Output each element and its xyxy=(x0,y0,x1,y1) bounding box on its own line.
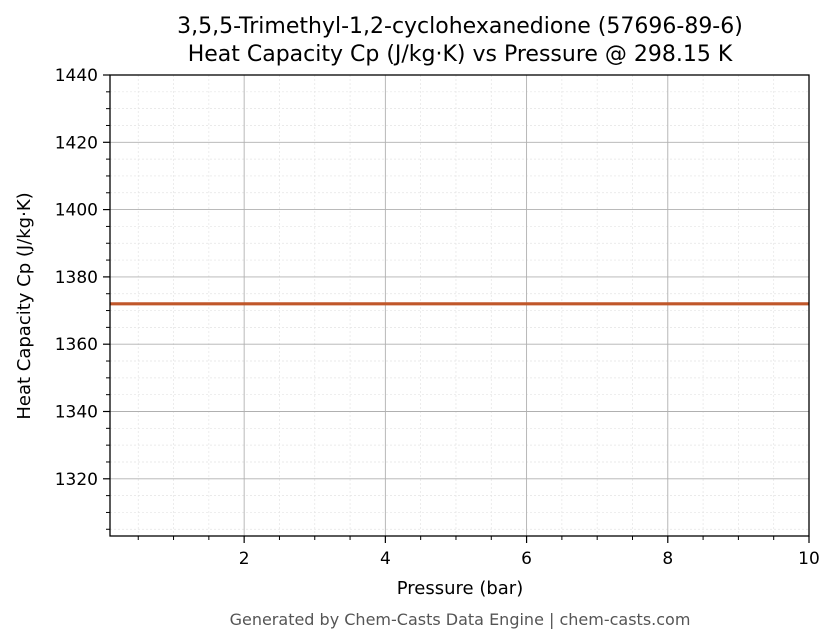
x-tick-label: 8 xyxy=(662,549,673,569)
y-tick-label: 1440 xyxy=(55,66,98,86)
y-axis-label: Heat Capacity Cp (J/kg·K) xyxy=(14,192,35,419)
y-tick-label: 1400 xyxy=(55,201,98,221)
y-tick-label: 1340 xyxy=(55,402,98,422)
chart-title: 3,5,5-Trimethyl-1,2-cyclohexanedione (57… xyxy=(177,14,743,39)
chart-subtitle: Heat Capacity Cp (J/kg·K) vs Pressure @ … xyxy=(188,42,733,67)
x-tick-label: 10 xyxy=(798,549,820,569)
x-axis-label: Pressure (bar) xyxy=(397,578,523,599)
x-tick-label: 6 xyxy=(521,549,532,569)
y-tick-label: 1320 xyxy=(55,470,98,490)
x-tick-label: 2 xyxy=(239,549,250,569)
y-tick-label: 1380 xyxy=(55,268,98,288)
y-tick-label: 1420 xyxy=(55,133,98,153)
plot-frame xyxy=(109,74,810,537)
major-grid xyxy=(110,74,810,536)
footer-credit: Generated by Chem-Casts Data Engine | ch… xyxy=(230,610,691,629)
y-tick-label: 1360 xyxy=(55,335,98,355)
x-tick-label: 4 xyxy=(380,549,391,569)
ticks-layer: 2 4 6 8 10 1320 1340 1360 1380 1400 1420 1440 xyxy=(55,66,820,569)
minor-grid xyxy=(110,75,809,536)
